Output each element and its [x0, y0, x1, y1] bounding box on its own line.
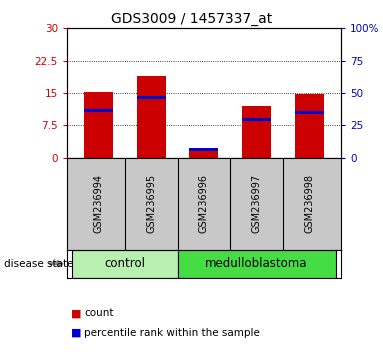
Text: medulloblastoma: medulloblastoma — [205, 257, 308, 270]
Text: count: count — [84, 308, 114, 318]
Bar — [178, 250, 336, 278]
Bar — [295, 94, 324, 158]
Text: disease state: disease state — [4, 259, 73, 269]
Bar — [190, 148, 218, 151]
Text: ■: ■ — [71, 328, 81, 338]
Text: ■: ■ — [71, 308, 81, 318]
Bar — [137, 96, 166, 99]
Bar — [72, 250, 178, 278]
Text: percentile rank within the sample: percentile rank within the sample — [84, 328, 260, 338]
Bar — [242, 106, 271, 158]
Bar — [242, 118, 271, 121]
Bar — [190, 149, 218, 158]
Text: control: control — [105, 257, 146, 270]
Text: GSM236994: GSM236994 — [93, 174, 104, 233]
Bar — [295, 112, 324, 114]
Text: GDS3009 / 1457337_at: GDS3009 / 1457337_at — [111, 12, 272, 27]
Text: GSM236998: GSM236998 — [304, 174, 314, 233]
Bar — [137, 76, 166, 158]
Bar — [84, 92, 113, 158]
Text: GSM236995: GSM236995 — [146, 174, 156, 233]
Bar — [84, 109, 113, 112]
Text: GSM236997: GSM236997 — [252, 174, 262, 233]
Text: GSM236996: GSM236996 — [199, 174, 209, 233]
